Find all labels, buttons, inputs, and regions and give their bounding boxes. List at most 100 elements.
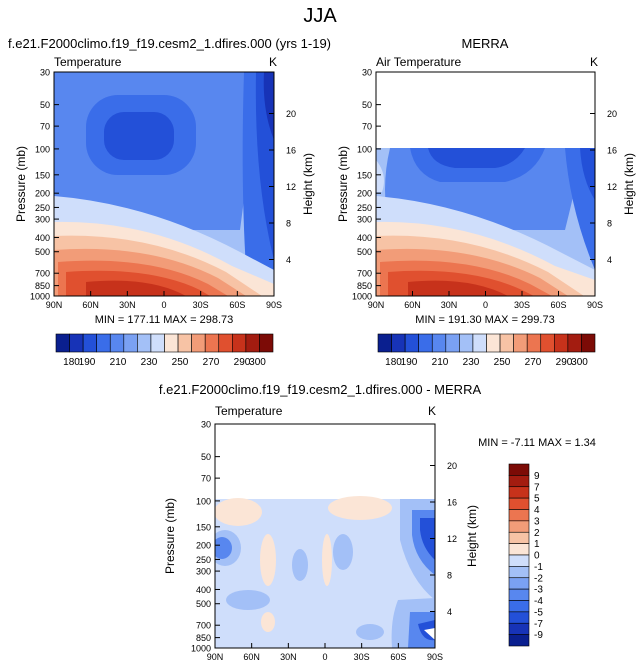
model-ytick-label: 400 bbox=[35, 233, 50, 243]
colorbar-obs-label: 290 bbox=[556, 357, 573, 368]
colorbar-obs-swatch bbox=[581, 333, 596, 353]
colorbar-model-swatch bbox=[191, 333, 206, 353]
colorbar-diff-label: -4 bbox=[534, 596, 543, 607]
colorbar-model-swatch bbox=[109, 333, 125, 353]
colorbar-model-label: 230 bbox=[141, 357, 158, 368]
obs-ytick-label: 500 bbox=[357, 247, 372, 257]
colorbar-diff-swatch bbox=[508, 554, 530, 567]
colorbar-diff-label: 1 bbox=[534, 539, 540, 550]
obs-ytick-label: 200 bbox=[357, 189, 372, 199]
model-xtick-label: 30S bbox=[193, 300, 209, 310]
colorbar-obs-swatch bbox=[567, 333, 582, 353]
obs-xtick-label: 30S bbox=[514, 300, 530, 310]
diff-pos-30n bbox=[260, 534, 276, 586]
panel-obs-axes: 3050701001502002503004005007008501000481… bbox=[352, 68, 617, 311]
colorbar-model-swatch bbox=[137, 333, 152, 353]
colorbar-model-swatch bbox=[82, 333, 97, 353]
colorbar-model-label: 190 bbox=[79, 357, 96, 368]
obs-xtick-label: 60N bbox=[404, 300, 421, 310]
colorbar-diff-swatch bbox=[508, 600, 530, 613]
diff-neg4-north bbox=[215, 537, 232, 559]
colorbar-obs-swatch bbox=[377, 333, 392, 353]
model-ytick-label: 70 bbox=[40, 122, 50, 132]
diff-pos-north bbox=[215, 498, 262, 526]
colorbar-diff-swatch bbox=[508, 611, 530, 624]
colorbar-diff-label: 7 bbox=[534, 482, 540, 493]
model-xtick-label: 60N bbox=[82, 300, 99, 310]
colorbar-obs-label: 210 bbox=[432, 357, 449, 368]
obs-xtick-label: 60S bbox=[550, 300, 566, 310]
diff-xtick-label: 30S bbox=[354, 652, 370, 662]
colorbar-model-swatch bbox=[96, 333, 111, 353]
model-ytick-label: 50 bbox=[40, 100, 50, 110]
panel-diff-axes: 3050701001502002503004005007008501000481… bbox=[191, 420, 457, 663]
model-xtick-label: 60S bbox=[229, 300, 245, 310]
colorbar-model-label: 210 bbox=[110, 357, 127, 368]
diff-ytick-right-label: 12 bbox=[447, 534, 457, 544]
diff-xtick-label: 0 bbox=[322, 652, 327, 662]
colorbar-model-label: 180 bbox=[63, 357, 80, 368]
model-xtick-label: 90S bbox=[266, 300, 282, 310]
panel-diff-field bbox=[215, 424, 435, 648]
colorbar-model-swatch bbox=[232, 333, 247, 353]
diff-ytick-label: 700 bbox=[196, 621, 211, 631]
panel-diff-ylabel: Pressure (mb) bbox=[163, 498, 177, 574]
diff-xtick-label: 60S bbox=[390, 652, 406, 662]
colorbar-diff-label: -1 bbox=[534, 562, 543, 573]
panel-obs-field-label: Air Temperature bbox=[376, 55, 461, 69]
colorbar-model-swatch bbox=[123, 333, 138, 353]
colorbar-obs-label: 250 bbox=[494, 357, 511, 368]
panel-diff-stats: MIN = -7.11 MAX = 1.34 bbox=[478, 437, 596, 449]
diff-neg6-south bbox=[420, 518, 435, 560]
diff-neg2-sfc bbox=[356, 624, 384, 640]
model-ytick-label: 700 bbox=[35, 269, 50, 279]
colorbar-diff-label: 9 bbox=[534, 471, 540, 482]
colorbar-obs-label: 180 bbox=[385, 357, 402, 368]
panel-obs-title: MERRA bbox=[462, 36, 509, 51]
diff-ytick-right-label: 4 bbox=[447, 607, 452, 617]
obs-xtick-label: 0 bbox=[483, 300, 488, 310]
obs-ytick-label: 50 bbox=[362, 100, 372, 110]
model-band-190 bbox=[104, 112, 174, 160]
obs-band-295 bbox=[408, 280, 508, 296]
colorbar-obs-swatch bbox=[418, 333, 433, 353]
colorbar-model-swatch bbox=[204, 333, 220, 353]
colorbar-diff-swatch bbox=[508, 497, 530, 510]
obs-ytick-right-label: 16 bbox=[607, 145, 617, 155]
colorbar-obs-swatch bbox=[526, 333, 542, 353]
obs-ytick-label: 250 bbox=[357, 203, 372, 213]
model-ytick-label: 300 bbox=[35, 215, 50, 225]
model-ytick-right-label: 16 bbox=[286, 145, 296, 155]
colorbar-obs-label: 190 bbox=[401, 357, 418, 368]
obs-ytick-right-label: 4 bbox=[607, 255, 612, 265]
diff-neg2-low bbox=[226, 590, 270, 610]
diff-neg2-eq bbox=[333, 534, 353, 570]
colorbar-diff-swatch bbox=[508, 634, 530, 647]
colorbar-obs-swatch bbox=[404, 333, 419, 353]
colorbar-diff-label: -3 bbox=[534, 585, 543, 596]
diff-pos-lower bbox=[261, 612, 275, 632]
panel-model-units: K bbox=[269, 55, 277, 69]
colorbar-obs-label: 270 bbox=[525, 357, 542, 368]
panel-model-title: f.e21.F2000climo.f19_f19.cesm2_1.dfires.… bbox=[8, 36, 331, 51]
model-ytick-label: 850 bbox=[35, 281, 50, 291]
model-band-295 bbox=[86, 280, 186, 296]
panel-obs-ylabel: Pressure (mb) bbox=[336, 146, 350, 222]
obs-ytick-label: 150 bbox=[357, 170, 372, 180]
diff-xtick-label: 90N bbox=[207, 652, 224, 662]
diff-ytick-label: 100 bbox=[196, 496, 211, 506]
obs-ytick-label: 300 bbox=[357, 215, 372, 225]
colorbar-model-swatch bbox=[164, 333, 179, 353]
panel-model-stats: MIN = 177.11 MAX = 298.73 bbox=[95, 314, 234, 326]
model-ytick-label: 200 bbox=[35, 189, 50, 199]
colorbar-diff-label: -9 bbox=[534, 630, 543, 641]
diff-ytick-label: 50 bbox=[201, 452, 211, 462]
colorbar-diff-swatch bbox=[508, 486, 530, 499]
colorbar-obs-swatch bbox=[391, 333, 406, 353]
colorbar-diff-swatch bbox=[508, 588, 530, 601]
diff-ytick-right-label: 8 bbox=[447, 570, 452, 580]
panel-model-field bbox=[54, 72, 274, 296]
colorbar-obs-swatch bbox=[513, 333, 528, 353]
colorbar-diff-label: -2 bbox=[534, 573, 543, 584]
